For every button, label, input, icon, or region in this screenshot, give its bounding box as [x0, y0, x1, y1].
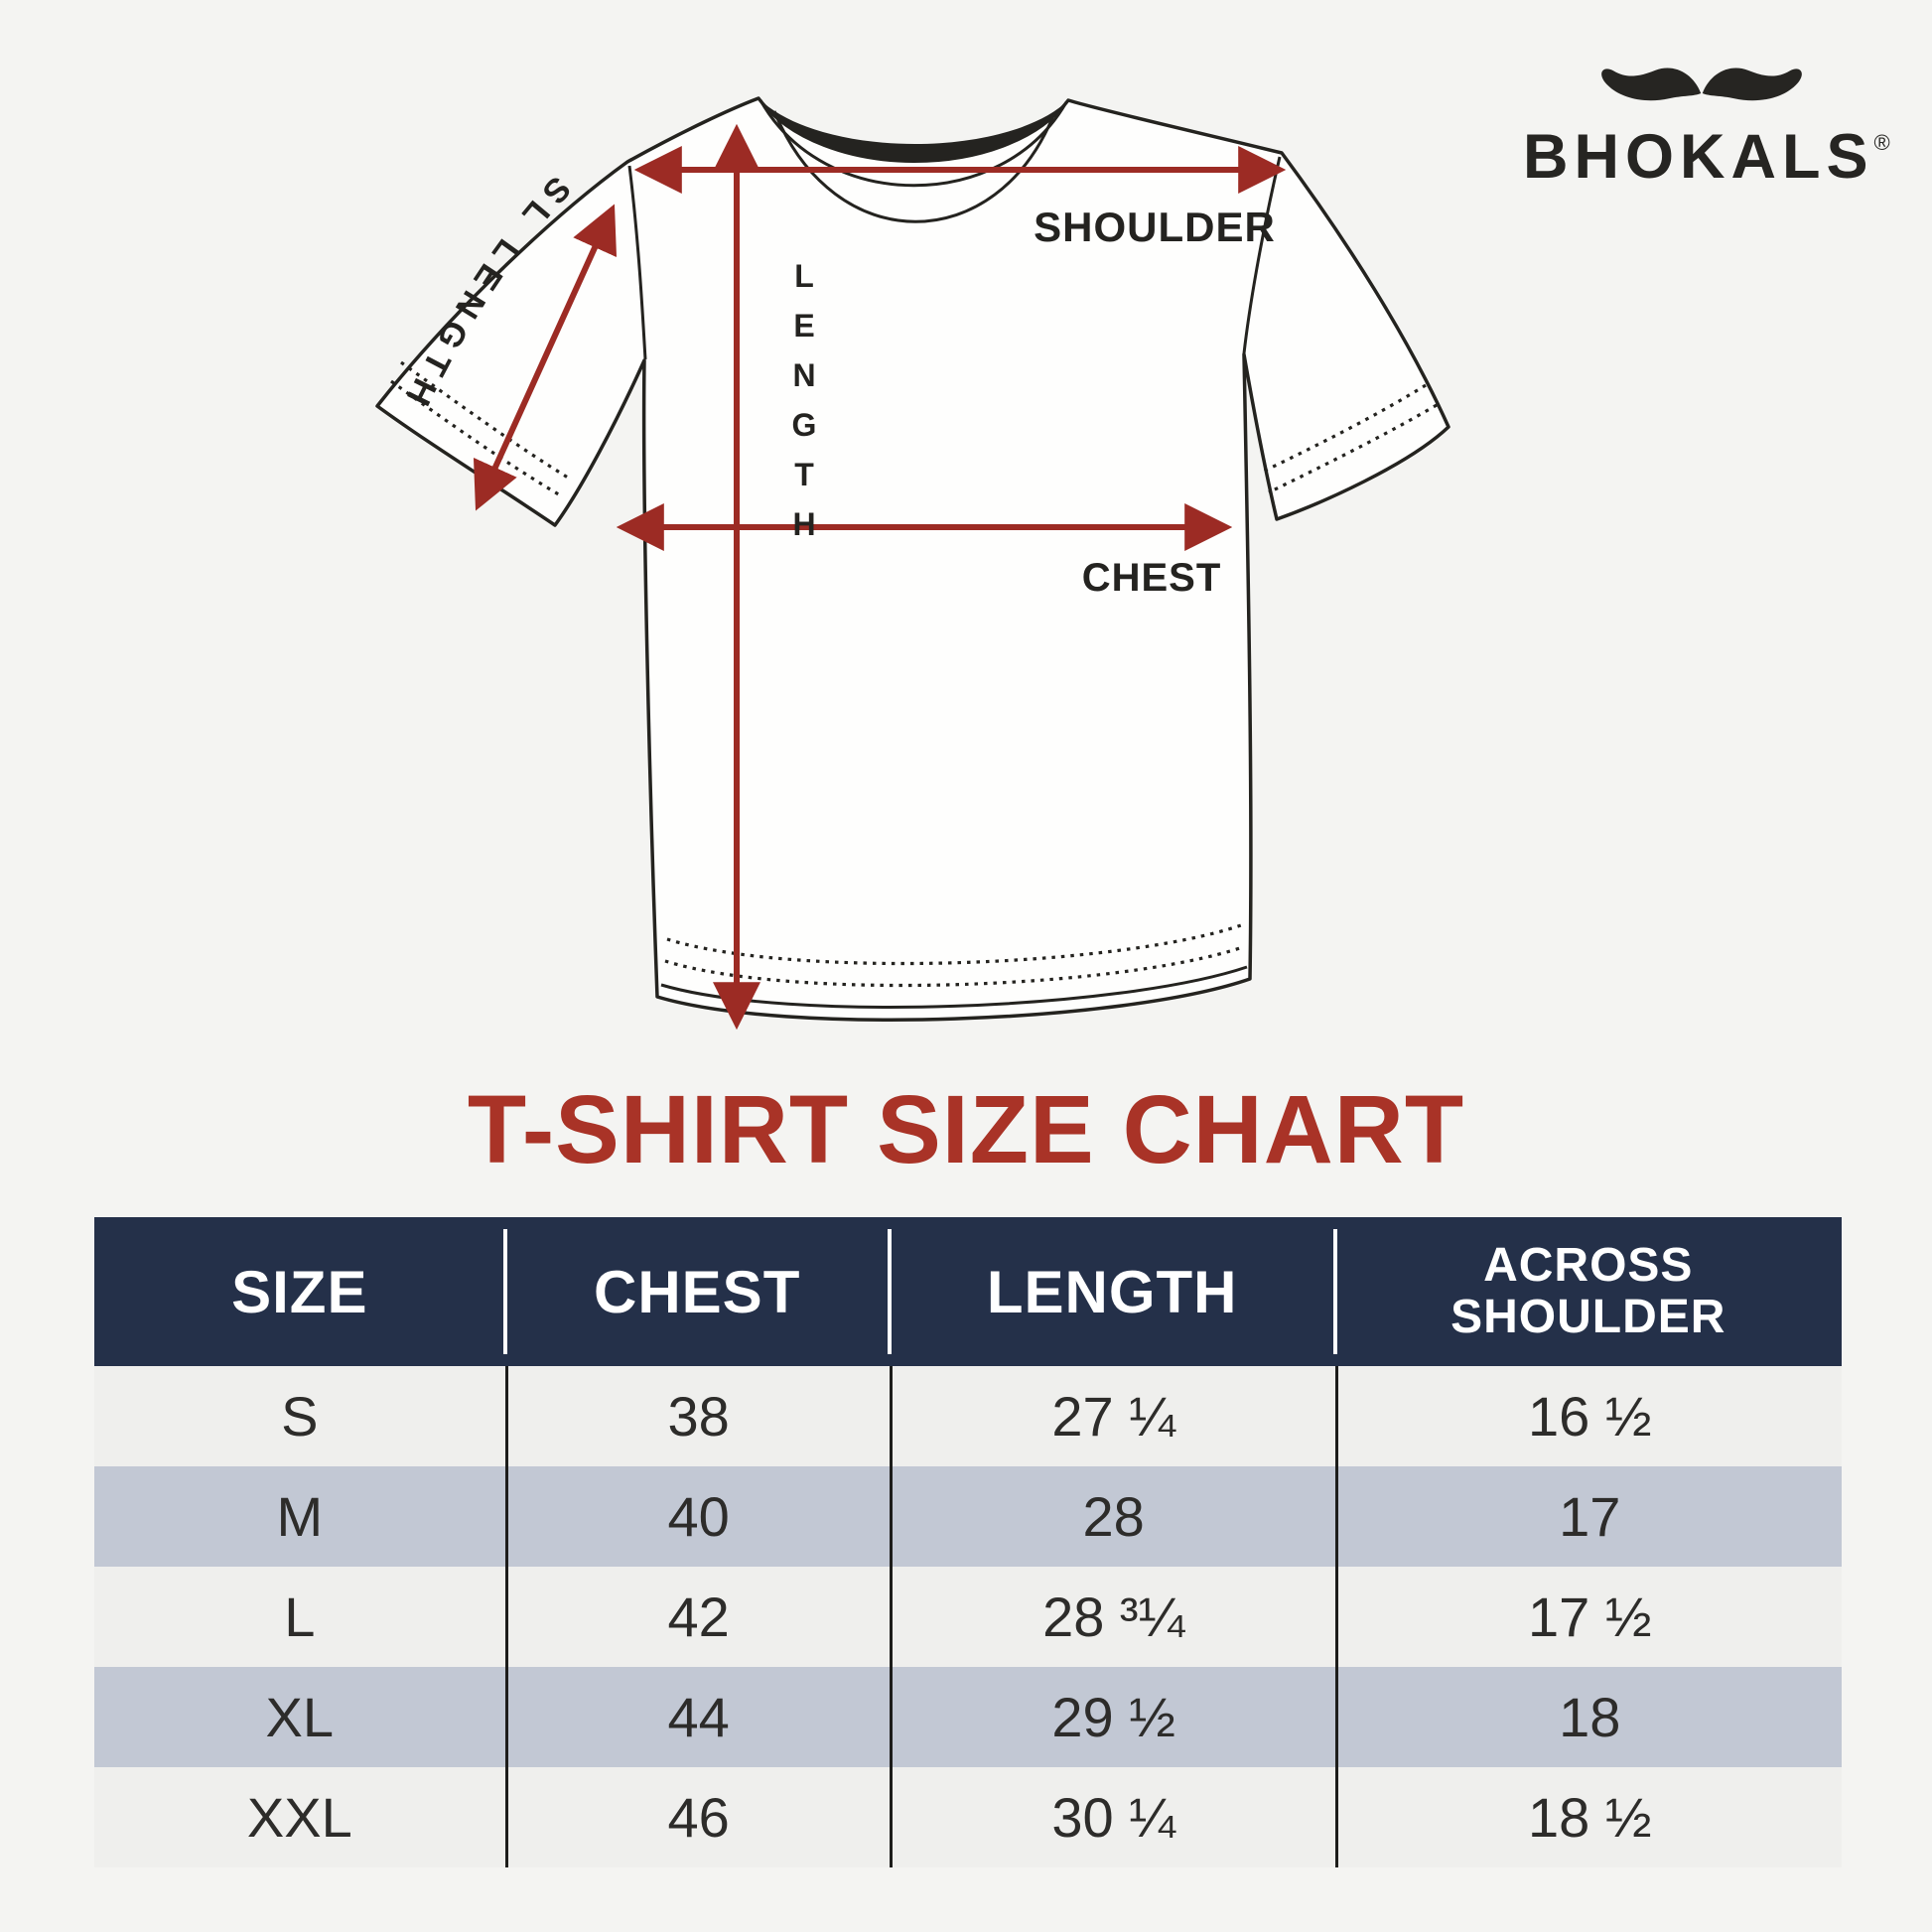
sleeve-length-arrow: [473, 204, 618, 511]
brand-name: BHOKALS®: [1523, 121, 1890, 193]
shoulder-label: SHOULDER: [1034, 204, 1276, 250]
header-cell-chest: CHEST: [502, 1217, 890, 1366]
cell-size: S: [281, 1385, 319, 1448]
cell-across-shoulder: 18: [1334, 1667, 1842, 1767]
cell-length: 28: [889, 1466, 1335, 1567]
size-table: SIZE CHEST LENGTH ACROSS SHOULDER S 38 2…: [94, 1217, 1842, 1867]
page-title: T-SHIRT SIZE CHART: [467, 1075, 1465, 1183]
table-row: XXL 46 30 ¼ 18 ½: [94, 1767, 1842, 1867]
chest-label: CHEST: [1082, 556, 1222, 600]
cell-chest: 38: [504, 1366, 890, 1466]
cell-across-shoulder: 16 ½: [1334, 1366, 1842, 1466]
brand-text: BHOKALS: [1523, 122, 1874, 192]
registered-mark: ®: [1873, 130, 1890, 155]
table-row: L 42 28 ³¼ 17 ½: [94, 1567, 1842, 1667]
table-row: M 40 28 17: [94, 1466, 1842, 1567]
mustache-icon: [1601, 68, 1802, 101]
cell-length: 29 ½: [889, 1667, 1335, 1767]
cell-chest: 40: [504, 1466, 890, 1567]
table-row: XL 44 29 ½ 18: [94, 1667, 1842, 1767]
cell-length: 28 ³¼: [889, 1567, 1335, 1667]
cell-size: L: [284, 1586, 316, 1648]
measurement-arrows: [473, 123, 1287, 1031]
header-cell-length: LENGTH: [887, 1217, 1335, 1366]
header-cell-across-shoulder: ACROSS SHOULDER: [1332, 1217, 1842, 1366]
tshirt-diagram: SHOULDER CHEST SL LENGTH: [375, 96, 1450, 1031]
cell-across-shoulder: 17: [1334, 1466, 1842, 1567]
left-sleeve-seam: [627, 165, 647, 360]
table-header-row: SIZE CHEST LENGTH ACROSS SHOULDER: [94, 1217, 1842, 1366]
cell-size: XL: [265, 1686, 335, 1748]
header-cell-size: SIZE: [231, 1258, 368, 1325]
length-label: LENGTH: [786, 258, 822, 556]
collar-band: [759, 98, 1068, 162]
header-across-shoulder-text: ACROSS SHOULDER: [1450, 1239, 1726, 1343]
brand-logo: BHOKALS®: [1523, 62, 1890, 193]
cell-chest: 42: [504, 1567, 890, 1667]
cell-across-shoulder: 18 ½: [1334, 1767, 1842, 1867]
cell-across-shoulder: 17 ½: [1334, 1567, 1842, 1667]
cell-chest: 44: [504, 1667, 890, 1767]
cell-chest: 46: [504, 1767, 890, 1867]
cell-size: XXL: [246, 1786, 352, 1849]
cell-size: M: [276, 1485, 324, 1548]
table-row: S 38 27 ¼ 16 ½: [94, 1366, 1842, 1466]
cell-length: 27 ¼: [889, 1366, 1335, 1466]
cell-length: 30 ¼: [889, 1767, 1335, 1867]
